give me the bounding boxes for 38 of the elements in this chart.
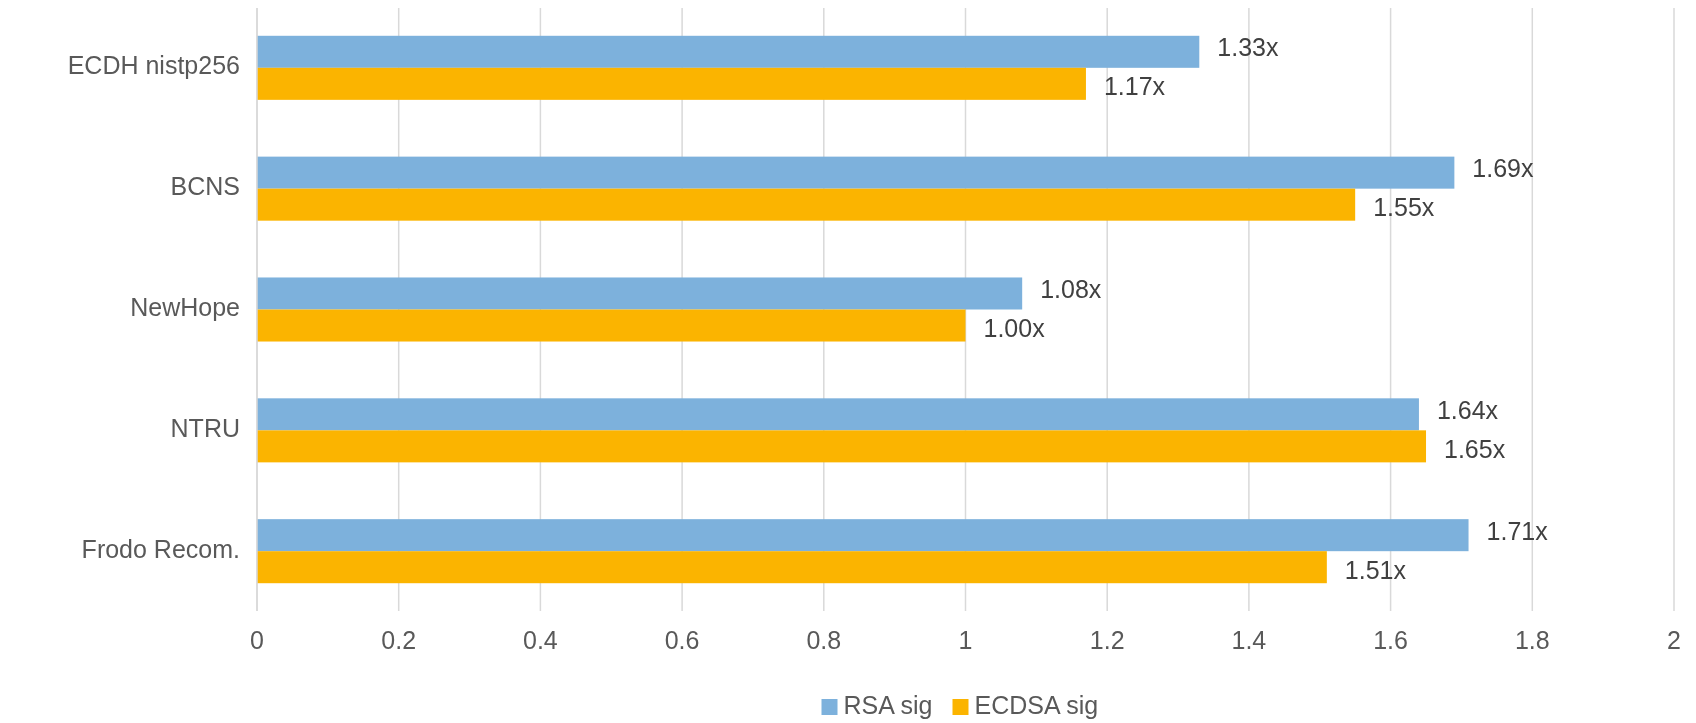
y-tick-label: ECDH nistp256 [67,51,240,80]
data-label: 1.00x [983,314,1046,343]
bar [257,156,1455,189]
x-tick-label: 1.2 [1089,626,1125,654]
x-tick-label: 0.8 [806,626,842,654]
data-label: 1.17x [1103,72,1166,101]
bar [257,430,1427,463]
data-label: 1.65x [1444,434,1506,463]
data-label: 1.33x [1217,33,1279,62]
bar [257,519,1469,552]
bar [257,398,1419,431]
legend-label: ECDSA sig [974,690,1099,719]
bar [257,188,1356,221]
x-tick-label: 1.8 [1514,626,1550,654]
bar [257,309,966,342]
data-label: 1.08x [1040,275,1102,304]
y-tick-label: NTRU [170,413,240,442]
x-tick-label: 0.6 [664,626,700,654]
data-label: 1.71x [1486,516,1549,545]
y-tick-label: Frodo Recom. [81,534,240,563]
x-tick-label: 0 [250,626,264,654]
x-tick-label: 1 [958,626,973,654]
x-tick-label: 1.4 [1231,626,1267,654]
y-tick-label: BCNS [170,172,240,201]
bar [257,277,1023,310]
x-tick-label: 0.2 [381,626,417,654]
x-tick-label: 1.6 [1373,626,1408,654]
x-tick-label: 0.4 [523,626,558,654]
y-tick-label: NewHope [130,293,240,322]
bar [257,551,1327,584]
bar [257,35,1200,68]
data-label: 1.55x [1373,193,1435,222]
data-label: 1.64x [1436,395,1499,424]
data-label: 1.51x [1344,555,1407,584]
legend-label: RSA sig [843,690,933,719]
data-label: 1.69x [1472,154,1535,183]
x-tick-label: 2 [1667,626,1681,654]
bar [257,67,1086,100]
